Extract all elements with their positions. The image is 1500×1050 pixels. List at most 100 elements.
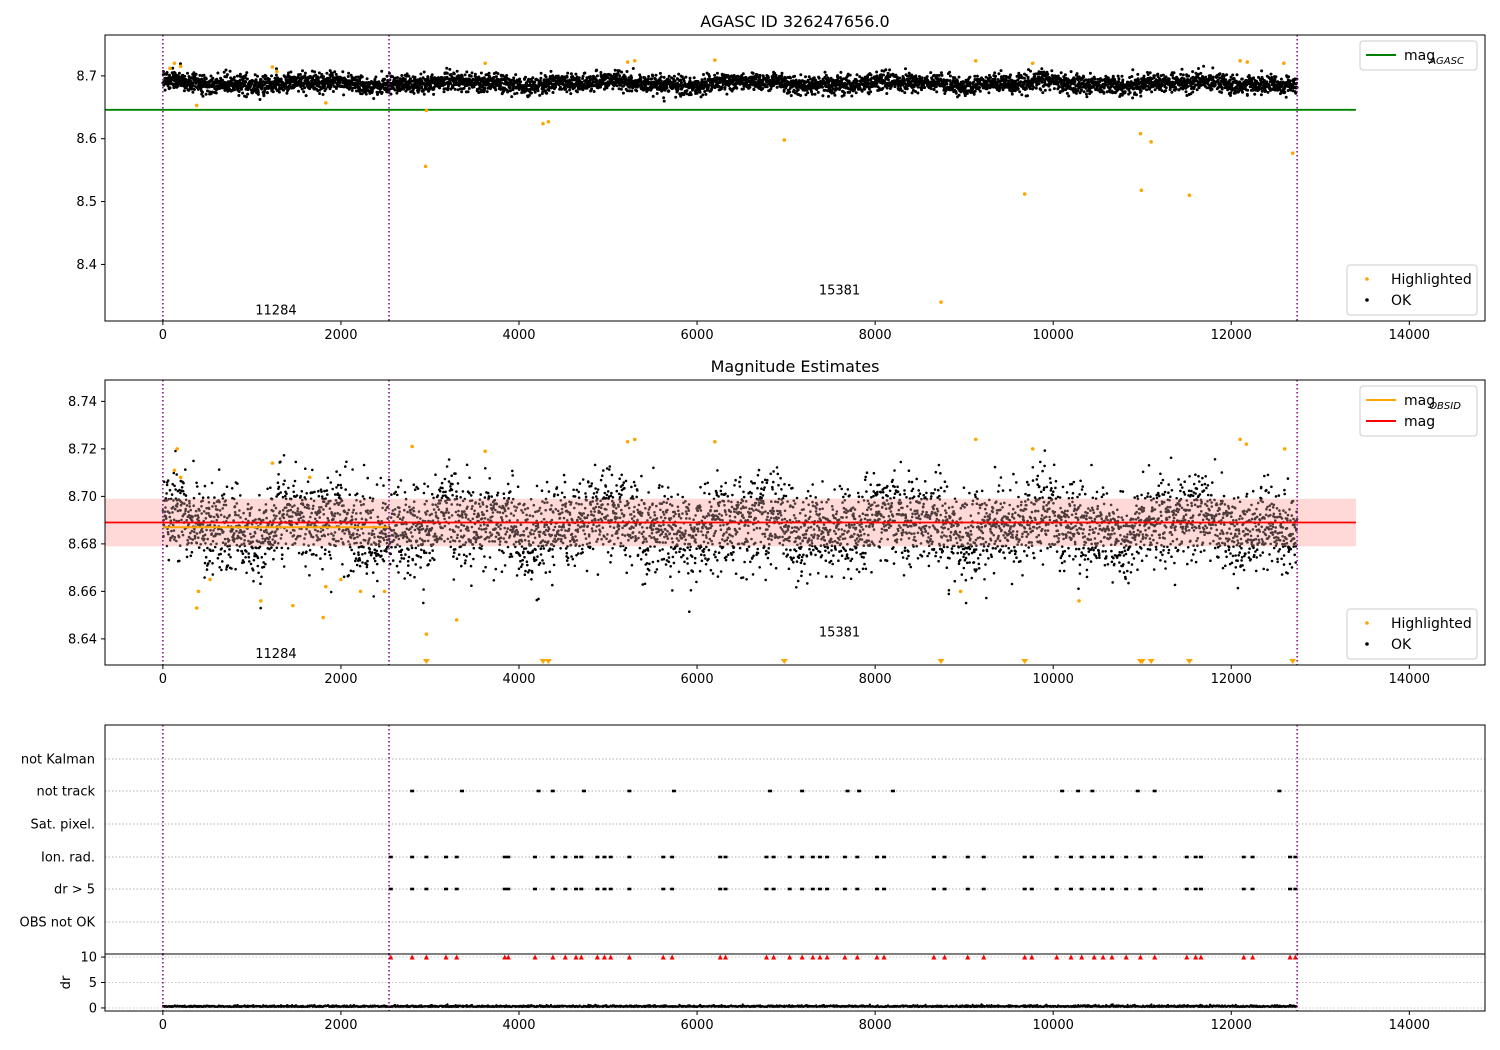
ok-point	[1220, 87, 1224, 91]
ok-point	[850, 94, 854, 98]
ok-point	[238, 78, 242, 82]
ok-point	[975, 74, 979, 78]
ok-point	[999, 69, 1003, 73]
ok-point	[674, 95, 678, 99]
ok-point	[564, 87, 568, 91]
ok-point	[566, 71, 570, 75]
ok-point	[1080, 88, 1083, 92]
ok-point	[916, 91, 920, 95]
ok-point	[860, 89, 864, 93]
ok-point	[204, 92, 208, 96]
ok-point	[1128, 91, 1132, 95]
ok-point	[289, 70, 293, 74]
ok-point	[325, 71, 329, 75]
ok-point	[1113, 79, 1117, 83]
ok-point	[179, 62, 182, 66]
ok-point	[302, 90, 306, 94]
ok-point	[965, 92, 969, 95]
ok-point	[238, 72, 242, 76]
ok-point	[775, 85, 779, 89]
ok-point	[676, 87, 680, 91]
ok-point	[505, 74, 509, 77]
ok-point	[460, 90, 464, 94]
ok-point	[442, 90, 446, 94]
ok-point	[313, 70, 317, 74]
ok-point	[432, 92, 436, 96]
ok-point	[527, 77, 531, 81]
ok-point	[350, 86, 354, 90]
ok-point	[224, 68, 228, 72]
ok-point	[1229, 94, 1232, 97]
ok-point	[957, 93, 961, 97]
ok-point	[222, 70, 226, 74]
ok-point	[1018, 90, 1022, 94]
ok-point	[1202, 64, 1206, 68]
ok-point	[589, 75, 592, 79]
ok-point	[237, 94, 241, 97]
ok-point	[380, 69, 384, 73]
ok-point	[1210, 87, 1214, 91]
ok-point	[929, 71, 933, 75]
ok-point	[673, 79, 677, 83]
ok-point	[647, 75, 651, 78]
ok-point	[306, 78, 310, 82]
ok-point	[904, 67, 907, 71]
ok-point	[285, 81, 289, 85]
ok-point	[533, 80, 537, 84]
ok-point	[244, 80, 248, 84]
ok-point	[923, 86, 927, 89]
ok-point	[554, 85, 558, 89]
ok-point	[854, 91, 858, 95]
ok-point	[1184, 90, 1188, 94]
ok-point	[549, 69, 553, 73]
ok-point	[658, 71, 662, 75]
ok-point	[978, 89, 982, 93]
ok-point	[898, 76, 902, 80]
ok-point	[937, 73, 941, 77]
ok-point	[372, 97, 376, 100]
ok-point	[324, 87, 328, 91]
ok-point	[651, 94, 655, 98]
ok-point	[303, 71, 307, 75]
ok-point	[817, 76, 821, 80]
ok-point	[792, 88, 796, 92]
ok-point	[580, 80, 584, 84]
ok-point	[317, 71, 321, 75]
ok-point	[1240, 77, 1244, 81]
ok-point	[592, 90, 596, 93]
ok-point	[827, 94, 830, 98]
ok-point	[1197, 67, 1200, 70]
ok-point	[1171, 73, 1174, 77]
ok-point	[221, 78, 224, 82]
ok-point	[685, 89, 689, 93]
ok-point	[804, 75, 807, 79]
ok-point	[545, 91, 549, 95]
ok-point	[527, 93, 531, 97]
ok-point	[869, 73, 873, 77]
ok-point	[329, 85, 333, 89]
ok-point	[575, 90, 579, 94]
ok-point	[1132, 87, 1136, 91]
ok-point	[1180, 67, 1184, 71]
ok-point	[839, 70, 843, 74]
ok-point	[334, 72, 338, 76]
ok-point	[287, 87, 291, 91]
ok-point	[1085, 95, 1089, 99]
ok-point	[194, 72, 198, 76]
ok-point	[342, 93, 346, 97]
ok-point	[1161, 73, 1165, 77]
ok-point	[254, 84, 258, 87]
ok-point	[204, 77, 208, 81]
ok-point	[1174, 87, 1178, 91]
ok-point	[1179, 72, 1183, 76]
ok-point	[277, 90, 281, 94]
ok-point	[635, 89, 639, 93]
ok-point	[1039, 88, 1043, 92]
ok-point	[328, 69, 332, 73]
ok-point	[680, 81, 683, 85]
ok-point	[177, 71, 181, 75]
ok-point	[1075, 72, 1079, 76]
ok-point	[654, 73, 658, 77]
ok-point	[684, 75, 688, 79]
ok-point	[973, 89, 977, 93]
